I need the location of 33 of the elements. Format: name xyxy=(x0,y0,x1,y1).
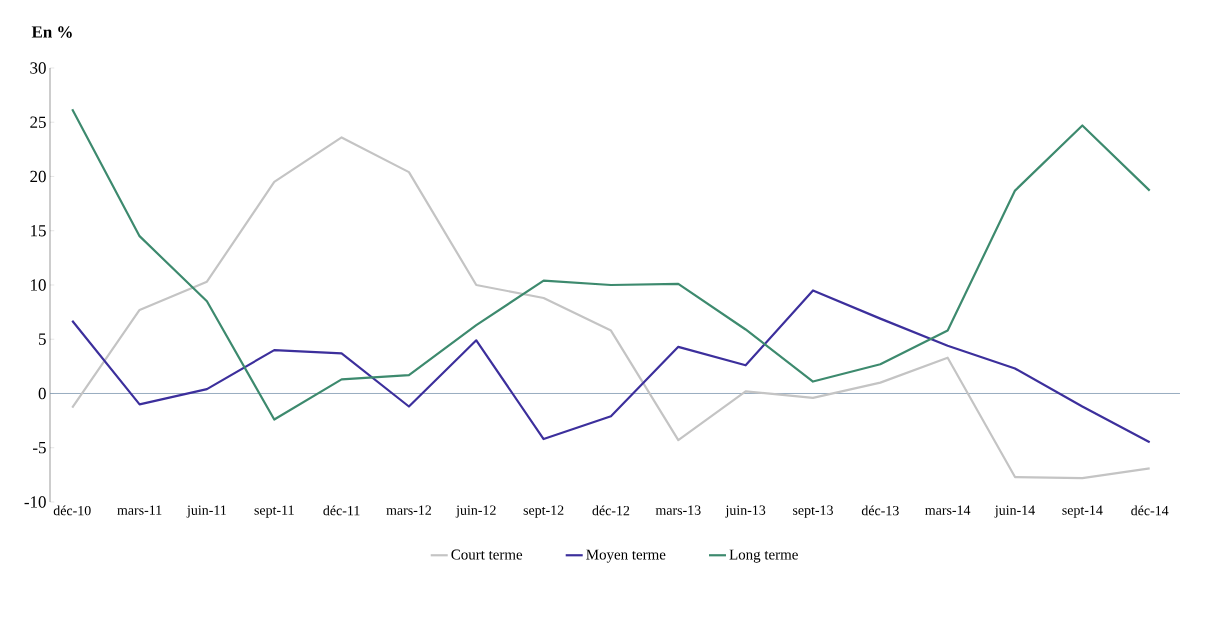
x-tick-label: sept-11 xyxy=(254,505,294,518)
y-tick-label: -5 xyxy=(33,442,46,454)
x-tick-label: déc-14 xyxy=(1131,505,1169,516)
y-tick-label: -10 xyxy=(24,496,46,508)
x-tick-label: déc-12 xyxy=(592,505,630,516)
legend-label: Long terme xyxy=(729,549,798,563)
x-tick-label: mars-12 xyxy=(386,505,432,515)
legend-label: Moyen terme xyxy=(586,549,666,563)
y-tick-label: 10 xyxy=(31,279,46,291)
y-tick-label: 0 xyxy=(38,387,46,400)
line-series xyxy=(71,108,1151,421)
x-tick-label: sept-12 xyxy=(523,505,564,518)
x-tick-label: déc-10 xyxy=(53,505,91,516)
y-tick-label: 5 xyxy=(39,333,46,345)
x-tick-label: sept-13 xyxy=(793,505,833,518)
line-series xyxy=(71,289,1151,444)
x-tick-label: mars-13 xyxy=(655,505,701,515)
x-tick-label: mars-14 xyxy=(925,505,971,515)
x-tick-label: juin-13 xyxy=(725,505,766,518)
line-series xyxy=(71,136,1151,480)
x-tick-label: juin-11 xyxy=(186,505,226,518)
y-tick-label: 20 xyxy=(30,170,46,183)
x-tick-label: mars-11 xyxy=(117,505,162,515)
y-tick-label: 15 xyxy=(31,225,46,237)
x-tick-label: juin-14 xyxy=(994,505,1035,518)
x-tick-label: sept-14 xyxy=(1062,505,1103,518)
legend-label: Court terme xyxy=(451,549,523,560)
x-tick-label: déc-13 xyxy=(861,505,899,516)
x-tick-label: juin-12 xyxy=(455,505,496,518)
y-tick-label: 25 xyxy=(30,116,46,128)
y-tick-label: 30 xyxy=(30,62,46,74)
x-tick-label: déc-11 xyxy=(323,505,360,516)
y-axis-title: En % xyxy=(31,26,72,38)
